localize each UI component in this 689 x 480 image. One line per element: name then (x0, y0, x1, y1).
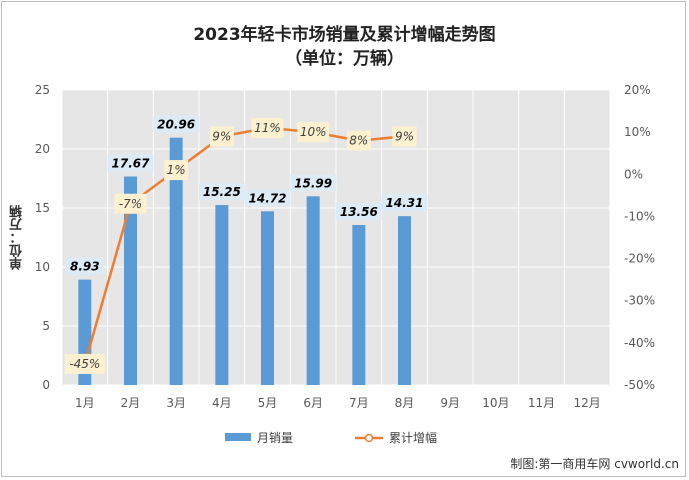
bar (261, 211, 274, 385)
x-tick-label: 1月 (75, 396, 95, 410)
x-tick-label: 8月 (395, 396, 415, 410)
chart-footer: 制图:第一商用车网 cvworld.cn (510, 457, 679, 471)
line-value-label-bg (392, 126, 417, 147)
y-left-tick-label: 5 (42, 319, 50, 333)
x-tick-label: 2月 (121, 396, 141, 410)
y-left-tick-label: 10 (35, 260, 50, 274)
legend-swatch-marker (364, 433, 374, 443)
line-value-label-bg (251, 117, 284, 138)
bar-value-label: 13.56 (340, 205, 378, 219)
line-value-label-bg (297, 122, 330, 143)
bar-value-label-bg (290, 174, 337, 192)
y-left-tick-label: 20 (35, 142, 50, 156)
x-tick-label: 12月 (574, 396, 601, 410)
bar (306, 196, 320, 385)
y-right-tick-label: -40% (624, 336, 655, 350)
y-left-tick-label: 15 (35, 201, 50, 215)
x-tick-label: 6月 (303, 396, 323, 410)
chart-subtitle: （单位：万辆） (285, 49, 404, 69)
bar-value-label: 15.25 (203, 185, 241, 199)
bar-value-label: 14.72 (249, 191, 287, 205)
legend-label-line: 累计增幅 (389, 430, 437, 445)
y-right-tick-label: 10% (624, 125, 651, 139)
legend-label-bar: 月销量 (257, 431, 293, 445)
line-value-label: 11% (254, 121, 281, 135)
x-tick-label: 4月 (212, 396, 232, 410)
bar-value-label: 20.96 (157, 118, 195, 132)
y-right-tick-label: -20% (624, 252, 655, 266)
x-tick-label: 7月 (349, 396, 369, 410)
bar-value-label-bg (198, 183, 245, 201)
bar-value-label: 14.31 (386, 196, 424, 210)
y-left-tick-label: 25 (35, 83, 50, 97)
bar-value-label: 17.67 (112, 156, 151, 170)
x-tick-label: 5月 (258, 396, 278, 410)
bar-value-label: 15.99 (294, 176, 332, 190)
y-right-tick-label: -50% (624, 378, 655, 392)
line-value-label: 9% (212, 129, 231, 143)
y-right-tick-label: 20% (624, 83, 651, 97)
bar-value-label-bg (381, 194, 428, 212)
x-tick-label: 3月 (166, 396, 186, 410)
bar-value-label: 8.93 (70, 260, 100, 274)
bar-value-label-bg (244, 189, 291, 207)
bar-value-label-bg (65, 257, 104, 275)
x-tick-label: 10月 (482, 396, 509, 410)
bar (215, 205, 229, 385)
chart-title: 2023年轻卡市场销量及累计增幅走势图 (193, 25, 496, 45)
y-right-tick-label: -30% (624, 294, 655, 308)
y-right-tick-label: -10% (624, 209, 655, 223)
line-value-label: 10% (300, 125, 327, 139)
x-tick-label: 11月 (528, 396, 555, 410)
line-value-label-bg (346, 130, 371, 151)
line-value-label-bg (64, 353, 105, 374)
legend-swatch-bar (225, 433, 251, 441)
y-right-tick-label: 0% (624, 167, 643, 181)
line-value-label: -45% (69, 357, 100, 371)
bar-value-label-bg (335, 202, 382, 220)
line-value-label: 9% (395, 129, 414, 143)
line-value-label: -7% (119, 197, 142, 211)
bar (169, 137, 183, 385)
line-value-label-bg (114, 193, 147, 214)
bar (124, 176, 137, 385)
line-value-label: 8% (349, 134, 368, 148)
line-value-label-bg (164, 160, 189, 181)
y-left-tick-label: 0 (42, 378, 50, 392)
x-tick-label: 9月 (440, 396, 460, 410)
bar-value-label-bg (107, 154, 154, 172)
line-value-label: 1% (167, 163, 186, 177)
bar (352, 224, 366, 385)
bar (398, 216, 411, 385)
bar-value-label-bg (153, 115, 200, 133)
line-value-label-bg (209, 126, 234, 147)
